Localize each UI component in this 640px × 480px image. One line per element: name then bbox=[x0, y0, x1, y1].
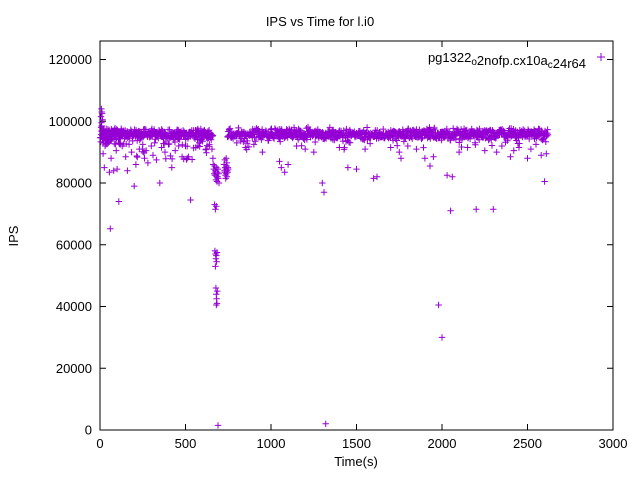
y-tick-label: 20000 bbox=[56, 361, 92, 376]
legend-label: pg1322o2nofp.cx10ac24r64 bbox=[428, 50, 586, 71]
y-tick-label: 40000 bbox=[56, 299, 92, 314]
tick-labels: 0 500 1000 1500 2000 2500 3000 0 20000 40000 60000… bbox=[49, 52, 628, 451]
y-tick-label: 0 bbox=[85, 423, 92, 438]
legend-label-subscript: c bbox=[548, 60, 553, 71]
y-axis-label: IPS bbox=[6, 225, 21, 246]
plot-border bbox=[99, 40, 614, 431]
legend-label-segment: 24r64 bbox=[553, 56, 586, 71]
y-tick-label: 120000 bbox=[49, 52, 92, 67]
legend-label-segment: pg1322 bbox=[428, 50, 471, 65]
chart-title: IPS vs Time for l.i0 bbox=[266, 14, 374, 29]
x-tick-label: 500 bbox=[175, 436, 197, 451]
data-points bbox=[97, 105, 552, 429]
x-tick-label: 3000 bbox=[599, 436, 628, 451]
legend-marker-plus bbox=[597, 53, 605, 61]
x-tick-label: 1500 bbox=[342, 436, 371, 451]
x-tick-label: 2000 bbox=[428, 436, 457, 451]
y-tick-label: 100000 bbox=[49, 114, 92, 129]
x-tick-label: 2500 bbox=[513, 436, 542, 451]
y-tick-label: 80000 bbox=[56, 176, 92, 191]
x-tick-label: 1000 bbox=[257, 436, 286, 451]
y-tick-label: 60000 bbox=[56, 237, 92, 252]
legend: pg1322o2nofp.cx10ac24r64 bbox=[428, 50, 605, 71]
x-axis-label: Time(s) bbox=[334, 454, 378, 469]
legend-label-segment: 2nofp.cx10a bbox=[477, 53, 549, 68]
legend-label-subscript: o bbox=[471, 57, 477, 68]
tick-marks bbox=[99, 41, 614, 431]
x-tick-label: 0 bbox=[96, 436, 103, 451]
